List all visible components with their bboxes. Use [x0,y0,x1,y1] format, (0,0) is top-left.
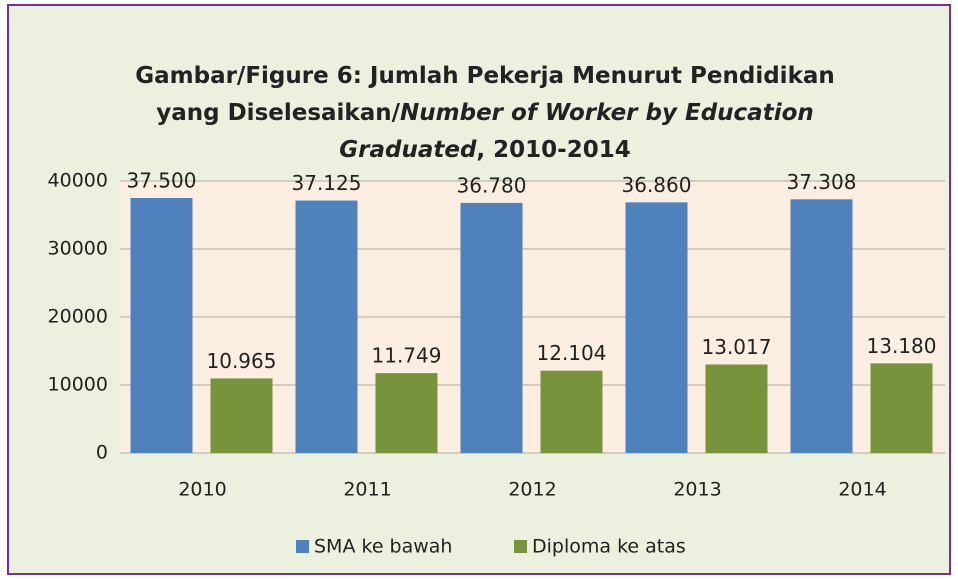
value-label: 36.780 [457,173,527,197]
legend-label: SMA ke bawah [314,536,452,558]
y-tick-label: 0 [96,442,108,464]
legend-label: Diploma ke atas [532,536,686,558]
bar [460,202,523,453]
y-tick-label: 20000 [48,306,108,328]
title-part: Gambar/Figure 6: Jumlah Pekerja Menurut … [135,63,835,89]
bar [210,378,273,453]
bar [705,364,768,453]
bar [375,373,438,453]
value-label: 37.125 [292,171,362,195]
value-label: 11.749 [372,344,442,368]
chart-title: Graduated, 2010-2014 [339,137,631,163]
x-tick-label: 2010 [178,479,226,501]
value-label: 36.860 [622,173,692,197]
x-tick-label: 2013 [673,479,721,501]
value-label: 37.500 [127,169,197,193]
bar [295,200,358,453]
title-part: Number of Worker by Education [400,100,814,126]
value-label: 12.104 [537,341,607,365]
title-part: yang Diselesaikan/ [156,100,400,126]
value-label: 13.180 [867,334,937,358]
value-label: 10.965 [207,349,277,373]
y-tick-label: 30000 [48,238,108,260]
title-part: , 2010-2014 [476,137,630,163]
x-tick-label: 2014 [838,479,886,501]
legend-swatch [514,540,527,553]
bar [540,370,603,453]
bar [870,363,933,453]
y-tick-label: 10000 [48,374,108,396]
value-label: 37.308 [787,170,857,194]
legend-swatch [296,540,309,553]
bar [130,198,193,453]
title-part: Graduated [339,137,477,163]
x-tick-label: 2012 [508,479,556,501]
value-label: 13.017 [702,335,772,359]
y-tick-label: 40000 [48,170,108,192]
x-tick-label: 2011 [343,479,391,501]
bar [790,199,853,453]
chart-title: Gambar/Figure 6: Jumlah Pekerja Menurut … [135,63,835,89]
chart-title: yang Diselesaikan/Number of Worker by Ed… [156,100,814,126]
bar [625,202,688,453]
